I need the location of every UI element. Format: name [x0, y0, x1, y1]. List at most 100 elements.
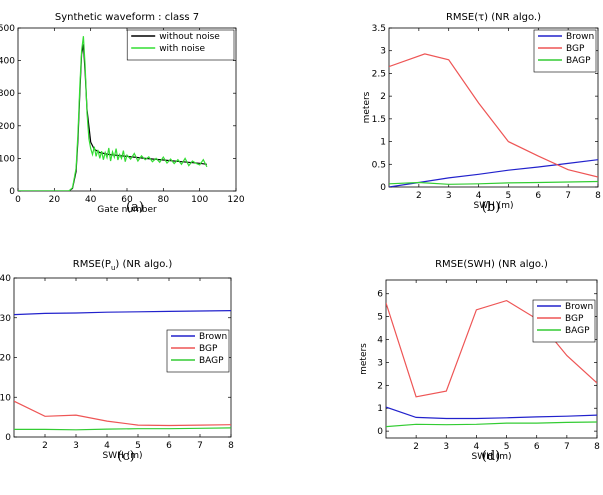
x-tick-label: 0 [15, 195, 21, 205]
legend-entry: Brown [566, 32, 594, 42]
x-tick-label: 4 [476, 191, 482, 201]
series-line-bgp [14, 400, 231, 427]
y-tick-label: 0 [377, 427, 383, 437]
panel-caption: (b) [482, 200, 500, 215]
legend-entry: with noise [159, 44, 205, 54]
x-tick-label: 5 [506, 191, 512, 201]
x-tick-label: 6 [535, 191, 541, 201]
y-tick-label: 300 [0, 89, 15, 99]
y-tick-label: 5 [377, 313, 383, 323]
legend-entry: BAGP [565, 326, 590, 336]
x-tick-label: 3 [73, 441, 79, 451]
y-tick-label: 0 [380, 183, 386, 193]
y-tick-label: 200 [0, 122, 15, 132]
y-tick-label: 1 [380, 138, 386, 148]
y-tick-label: 3 [377, 358, 383, 368]
chart-title: RMSE(SWH) (NR algo.) [435, 259, 548, 270]
legend-box [126, 29, 235, 61]
x-tick-label: 40 [85, 195, 97, 205]
x-tick-label: 3 [443, 442, 449, 452]
y-tick-label: 0.5 [372, 160, 386, 170]
y-tick-label: 20 [0, 354, 11, 364]
legend-entry: BGP [566, 44, 585, 54]
series-line-brown [386, 406, 597, 420]
x-tick-label: 60 [121, 195, 133, 205]
y-tick-label: 400 [0, 57, 15, 67]
series-line-brown [389, 159, 598, 187]
legend: without noise with noise [126, 29, 235, 61]
y-tick-label: 500 [0, 24, 15, 34]
series-line-bagp [14, 427, 231, 431]
chart-title: RMSE(τ) (NR algo.) [446, 12, 541, 23]
x-tick-label: 100 [191, 195, 208, 205]
panel-caption: (a) [126, 200, 144, 215]
series-line-bagp [389, 180, 598, 185]
y-tick-label: 2 [380, 92, 386, 102]
x-axis-label: Gate number [97, 205, 157, 215]
x-tick-label: 2 [42, 441, 48, 451]
x-tick-label: 7 [197, 441, 203, 451]
x-tick-label: 80 [158, 195, 170, 205]
series-line-with-noise [18, 36, 208, 191]
y-tick-label: 2 [377, 381, 383, 391]
series-line-bagp [386, 421, 597, 428]
y-tick-label: 4 [377, 336, 383, 346]
legend-entry: BGP [565, 314, 584, 324]
x-tick-label: 2 [416, 191, 422, 201]
x-tick-label: 5 [504, 442, 510, 452]
y-tick-label: 40 [0, 274, 11, 284]
legend-box [533, 29, 597, 73]
y-tick-label: 30 [0, 314, 11, 324]
series-line-brown [14, 310, 231, 316]
x-tick-label: 6 [534, 442, 540, 452]
x-axis-label: SWH (m) [473, 201, 513, 211]
x-tick-label: 4 [474, 442, 480, 452]
x-tick-label: 2 [413, 442, 419, 452]
legend: Brown BGP BAGP [533, 29, 597, 73]
y-tick-label: 1.5 [372, 115, 386, 125]
y-tick-label: 0 [5, 433, 11, 443]
y-tick-label: 2.5 [372, 69, 386, 79]
x-axis-label: SWH (m) [102, 451, 142, 461]
x-tick-label: 7 [565, 191, 571, 201]
y-axis-label: meters [359, 343, 369, 375]
legend-entry: without noise [159, 32, 220, 42]
x-tick-label: 3 [446, 191, 452, 201]
series-line-bgp [389, 53, 598, 178]
y-axis-label: meters [362, 91, 372, 123]
panel-caption: (d) [482, 449, 500, 464]
x-tick-label: 8 [594, 442, 600, 452]
y-tick-label: 100 [0, 154, 15, 164]
chart-title: Synthetic waveform : class 7 [55, 12, 199, 23]
y-tick-label: 1 [377, 404, 383, 414]
x-tick-label: 5 [135, 441, 141, 451]
x-tick-label: 6 [166, 441, 172, 451]
legend-box [532, 299, 596, 343]
legend-entry: BAGP [199, 356, 224, 366]
legend-entry: Brown [565, 302, 593, 312]
legend-box [166, 329, 230, 373]
legend: Brown BGP BAGP [532, 299, 596, 343]
x-tick-label: 4 [104, 441, 110, 451]
legend-entry: BAGP [566, 56, 591, 66]
legend: Brown BGP BAGP [166, 329, 230, 373]
x-tick-label: 20 [49, 195, 61, 205]
legend-entry: Brown [199, 332, 227, 342]
x-tick-label: 8 [595, 191, 601, 201]
legend-entry: BGP [199, 344, 218, 354]
chart-title: RMSE(Pu) (NR algo.) [73, 259, 173, 272]
series-line-bgp [386, 299, 597, 398]
y-tick-label: 0 [9, 187, 15, 197]
x-tick-label: 7 [564, 442, 570, 452]
y-tick-label: 3 [380, 47, 386, 57]
y-tick-label: 10 [0, 393, 11, 403]
x-tick-label: 8 [228, 441, 234, 451]
x-tick-label: 120 [227, 195, 244, 205]
panel-caption: (c) [117, 449, 134, 464]
x-axis-label: SWH (m) [471, 452, 511, 462]
y-tick-label: 6 [377, 290, 383, 300]
